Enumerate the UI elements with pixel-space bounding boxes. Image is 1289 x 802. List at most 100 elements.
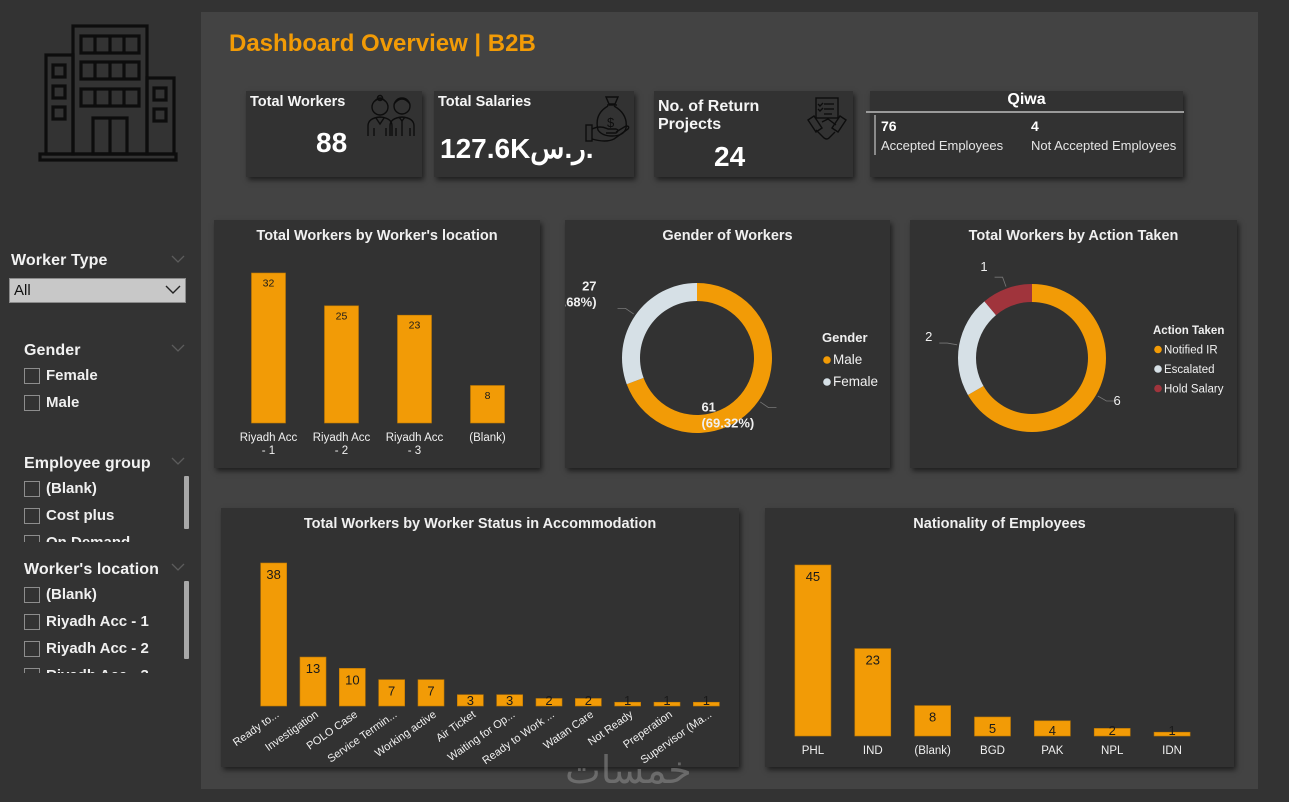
bar-(Blank)[interactable] bbox=[914, 705, 951, 737]
card-value: 127.6Kر.س. bbox=[440, 133, 594, 164]
data-label: 4 bbox=[1049, 723, 1056, 738]
checkbox[interactable] bbox=[24, 613, 40, 630]
legend-marker[interactable] bbox=[1154, 384, 1162, 393]
worker-type-selected: All bbox=[14, 282, 31, 299]
checkbox[interactable] bbox=[24, 394, 40, 411]
employee-group-scrollbar[interactable] bbox=[184, 476, 189, 529]
data-label: 1 bbox=[663, 693, 670, 708]
location-chart-card[interactable]: Total Workers by Worker's location 32 Riy… bbox=[214, 220, 540, 468]
bar-Watan Care[interactable] bbox=[575, 698, 602, 707]
bar-IDN[interactable] bbox=[1153, 731, 1191, 737]
location-option-blank[interactable]: (Blank) bbox=[24, 586, 97, 603]
legend-item[interactable]: Female bbox=[833, 374, 878, 389]
data-label: 7 bbox=[388, 684, 395, 699]
action-donut-chart: 6 2 1 Action Taken Notified IR Escalated Hold … bbox=[925, 259, 1224, 432]
data-label: 13 bbox=[306, 661, 320, 676]
legend-item[interactable]: Escalated bbox=[1164, 364, 1215, 376]
total-workers-card[interactable]: Total Workers 88 bbox=[246, 91, 422, 177]
gender-chart-card[interactable]: Gender of Workers 61(69.32%) 27(30.68%) Ge… bbox=[565, 220, 890, 468]
worker-type-dropdown[interactable]: All bbox=[9, 278, 186, 303]
bar-PAK[interactable] bbox=[1034, 720, 1071, 737]
option-label: Riyadh Acc - 2 bbox=[46, 640, 149, 657]
data-label: 45 bbox=[806, 569, 820, 584]
x-tick-label: - 2 bbox=[335, 445, 348, 457]
checkbox[interactable] bbox=[24, 640, 40, 657]
qiwa-card[interactable]: Qiwa 76 Accepted Employees 4 Not Accepte… bbox=[866, 91, 1184, 177]
chart-title: Gender of Workers bbox=[662, 228, 793, 244]
checkbox[interactable] bbox=[24, 534, 40, 542]
checkbox[interactable] bbox=[24, 367, 40, 384]
legend-item[interactable]: Male bbox=[833, 352, 862, 367]
total-salaries-card[interactable]: Total Salaries 127.6Kر.س. $ bbox=[434, 91, 634, 177]
legend-marker[interactable] bbox=[823, 378, 831, 386]
data-label: 7 bbox=[427, 684, 434, 699]
bar-Air Ticket[interactable] bbox=[457, 694, 484, 707]
location-option-riyadh-3[interactable]: Riyadh Acc - 3 bbox=[24, 667, 149, 673]
bar-Preperation[interactable] bbox=[653, 701, 681, 707]
legend-marker[interactable] bbox=[1154, 365, 1162, 373]
action-chart-card[interactable]: Total Workers by Action Taken 6 2 1 Action … bbox=[910, 220, 1237, 468]
slice-escalated[interactable] bbox=[958, 301, 997, 395]
bar-NPL[interactable] bbox=[1093, 728, 1131, 737]
not-accepted-label: Not Accepted Employees bbox=[1031, 138, 1177, 153]
data-label: 3 bbox=[506, 693, 513, 708]
workers-location-scrollbar[interactable] bbox=[184, 581, 189, 659]
employee-group-option-on-demand[interactable]: On Demand bbox=[24, 534, 130, 542]
slice-data-label: (30.68%) bbox=[565, 294, 597, 309]
chevron-down-icon[interactable] bbox=[171, 255, 185, 263]
slice-hold-salary[interactable] bbox=[984, 284, 1032, 316]
data-label: 1 bbox=[703, 693, 710, 708]
legend-item[interactable]: Notified IR bbox=[1164, 345, 1218, 357]
gender-option-female[interactable]: Female bbox=[24, 367, 98, 384]
employee-group-option-cost-plus[interactable]: Cost plus bbox=[24, 507, 114, 524]
svg-text:$: $ bbox=[607, 115, 615, 130]
status-chart-card[interactable]: Total Workers by Worker Status in Accomm… bbox=[221, 508, 739, 767]
leader-line bbox=[760, 401, 777, 409]
gender-option-male[interactable]: Male bbox=[24, 394, 79, 411]
x-tick-label: PHL bbox=[802, 745, 825, 757]
location-option-riyadh-2[interactable]: Riyadh Acc - 2 bbox=[24, 640, 149, 657]
chevron-down-icon[interactable] bbox=[171, 457, 185, 465]
bar-Working active[interactable] bbox=[417, 679, 445, 707]
card-label: No. of Return Projects bbox=[658, 98, 760, 134]
bar-Waiting for Op...[interactable] bbox=[496, 694, 523, 707]
legend-marker[interactable] bbox=[823, 356, 831, 364]
nationality-chart-card[interactable]: Nationality of Employees 45 PHL 23 IND 8 (Bla… bbox=[765, 508, 1234, 767]
data-label: 1 bbox=[1168, 723, 1175, 738]
gender-donut-chart: 61(69.32%) 27(30.68%) Gender Male Female bbox=[565, 278, 878, 433]
bar-Riyadh Acc - 3[interactable] bbox=[397, 314, 432, 424]
bar-Ready to Work ...[interactable] bbox=[535, 698, 563, 707]
bar-Service Termin...[interactable] bbox=[378, 679, 405, 707]
chevron-down-icon[interactable] bbox=[171, 563, 185, 571]
chevron-down-icon[interactable] bbox=[171, 344, 185, 352]
bar-PHL[interactable] bbox=[794, 564, 832, 737]
bar-IND[interactable] bbox=[854, 648, 892, 737]
return-projects-card[interactable]: No. of Return Projects 24 bbox=[654, 91, 853, 177]
bar-Not Ready[interactable] bbox=[614, 701, 641, 707]
bar-Riyadh Acc - 1[interactable] bbox=[251, 272, 286, 424]
checkbox[interactable] bbox=[24, 667, 40, 673]
employee-group-option-blank[interactable]: (Blank) bbox=[24, 480, 97, 497]
data-label: 23 bbox=[409, 320, 421, 332]
checkbox[interactable] bbox=[24, 480, 40, 497]
bar-Ready to...[interactable] bbox=[260, 562, 287, 707]
bar-Supervisor (Ma...[interactable] bbox=[693, 701, 720, 707]
nationality-bar-chart: 45 PHL 23 IND 8 (Blank) 5 BGD 4 PAK 2 NPL 1 IDN bbox=[794, 564, 1191, 757]
bar-BGD[interactable] bbox=[974, 716, 1011, 737]
bar-(Blank)[interactable] bbox=[470, 385, 505, 424]
bar-Investigation[interactable] bbox=[299, 656, 327, 707]
bar-Riyadh Acc - 2[interactable] bbox=[324, 305, 359, 424]
checkbox[interactable] bbox=[24, 586, 40, 603]
workers-location-list: (Blank) Riyadh Acc - 1 Riyadh Acc - 2 Ri… bbox=[0, 581, 182, 673]
slice-female[interactable] bbox=[622, 283, 697, 385]
bar-POLO Case[interactable] bbox=[339, 668, 366, 707]
card-value: 88 bbox=[316, 127, 348, 158]
not-accepted-value: 4 bbox=[1031, 118, 1039, 134]
legend-marker[interactable] bbox=[1154, 345, 1162, 354]
checkbox[interactable] bbox=[24, 507, 40, 524]
legend-item[interactable]: Hold Salary bbox=[1164, 384, 1224, 396]
workers-icon bbox=[367, 94, 415, 136]
location-option-riyadh-1[interactable]: Riyadh Acc - 1 bbox=[24, 613, 149, 630]
slice-data-label: 2 bbox=[925, 329, 932, 344]
